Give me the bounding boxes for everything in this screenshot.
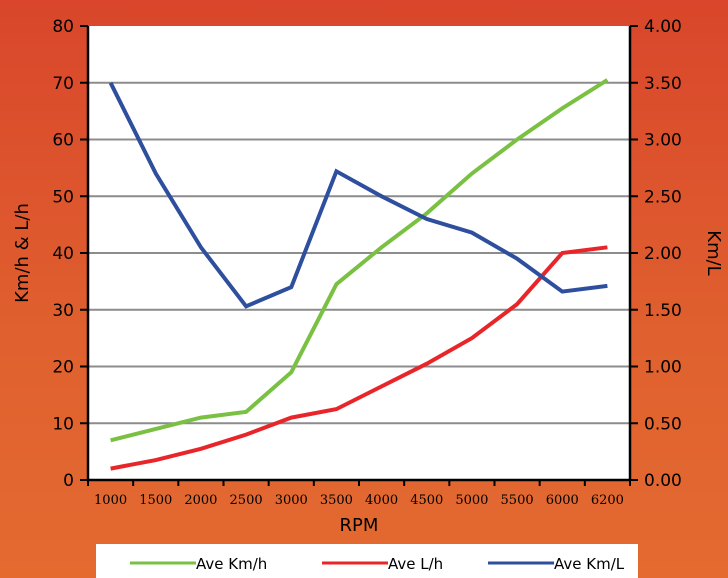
axes [80,25,638,486]
left-tick-label: 0 [63,471,74,491]
left-tick-label: 80 [52,17,74,37]
x-tick-label: 5500 [501,493,534,508]
series-line-1 [110,78,609,443]
right-axis-title: Km/L [703,230,724,275]
right-axis-ticks: 0.00 0.50 1.00 1.50 2.00 2.50 3.00 3.50 4.00 [644,17,682,491]
x-tick-label: 4500 [410,493,443,508]
left-tick-label: 20 [52,358,74,378]
x-tick-label: 2500 [230,493,263,508]
legend-label: Ave L/h [388,555,443,573]
right-tick-label: 2.50 [644,187,682,207]
right-tick-label: 0.50 [644,414,682,434]
left-axis-title: Km/h & L/h [12,203,33,303]
left-tick-label: 30 [52,301,74,321]
right-tick-label: 0.00 [644,471,682,491]
x-axis-ticks: 1000 1500 2000 2500 3000 3500 4000 4500 5000 5500… [94,493,624,508]
right-tick-label: 3.00 [644,131,682,151]
left-tick-label: 50 [52,187,74,207]
legend-label: Ave Km/h [196,555,267,573]
x-tick-label: 6000 [546,493,579,508]
series-line-2 [110,245,608,471]
left-tick-label: 60 [52,131,74,151]
x-tick-label: 6200 [591,493,624,508]
left-axis-ticks: 0 10 20 30 40 50 60 70 80 [52,17,74,491]
x-tick-label: 1500 [139,493,172,508]
series-line-3 [108,81,608,309]
right-tick-label: 4.00 [644,17,682,37]
right-tick-label: 3.50 [644,74,682,94]
right-tick-label: 2.00 [644,244,682,264]
x-tick-label: 4000 [365,493,398,508]
x-tick-label: 2000 [184,493,217,508]
legend-label: Ave Km/L [554,555,625,573]
x-tick-label: 3500 [320,493,353,508]
x-tick-label: 1000 [94,493,127,508]
left-tick-label: 70 [52,74,74,94]
left-tick-label: 10 [52,414,74,434]
series-lines [108,78,609,471]
legend-box [96,544,638,578]
legend: Ave Km/h Ave L/h Ave Km/L [130,555,625,573]
x-tick-label: 5000 [455,493,488,508]
x-tick-label: 3000 [275,493,308,508]
right-tick-label: 1.50 [644,301,682,321]
x-axis-title: RPM [340,515,379,536]
right-tick-label: 1.00 [644,358,682,378]
left-tick-label: 40 [52,244,74,264]
